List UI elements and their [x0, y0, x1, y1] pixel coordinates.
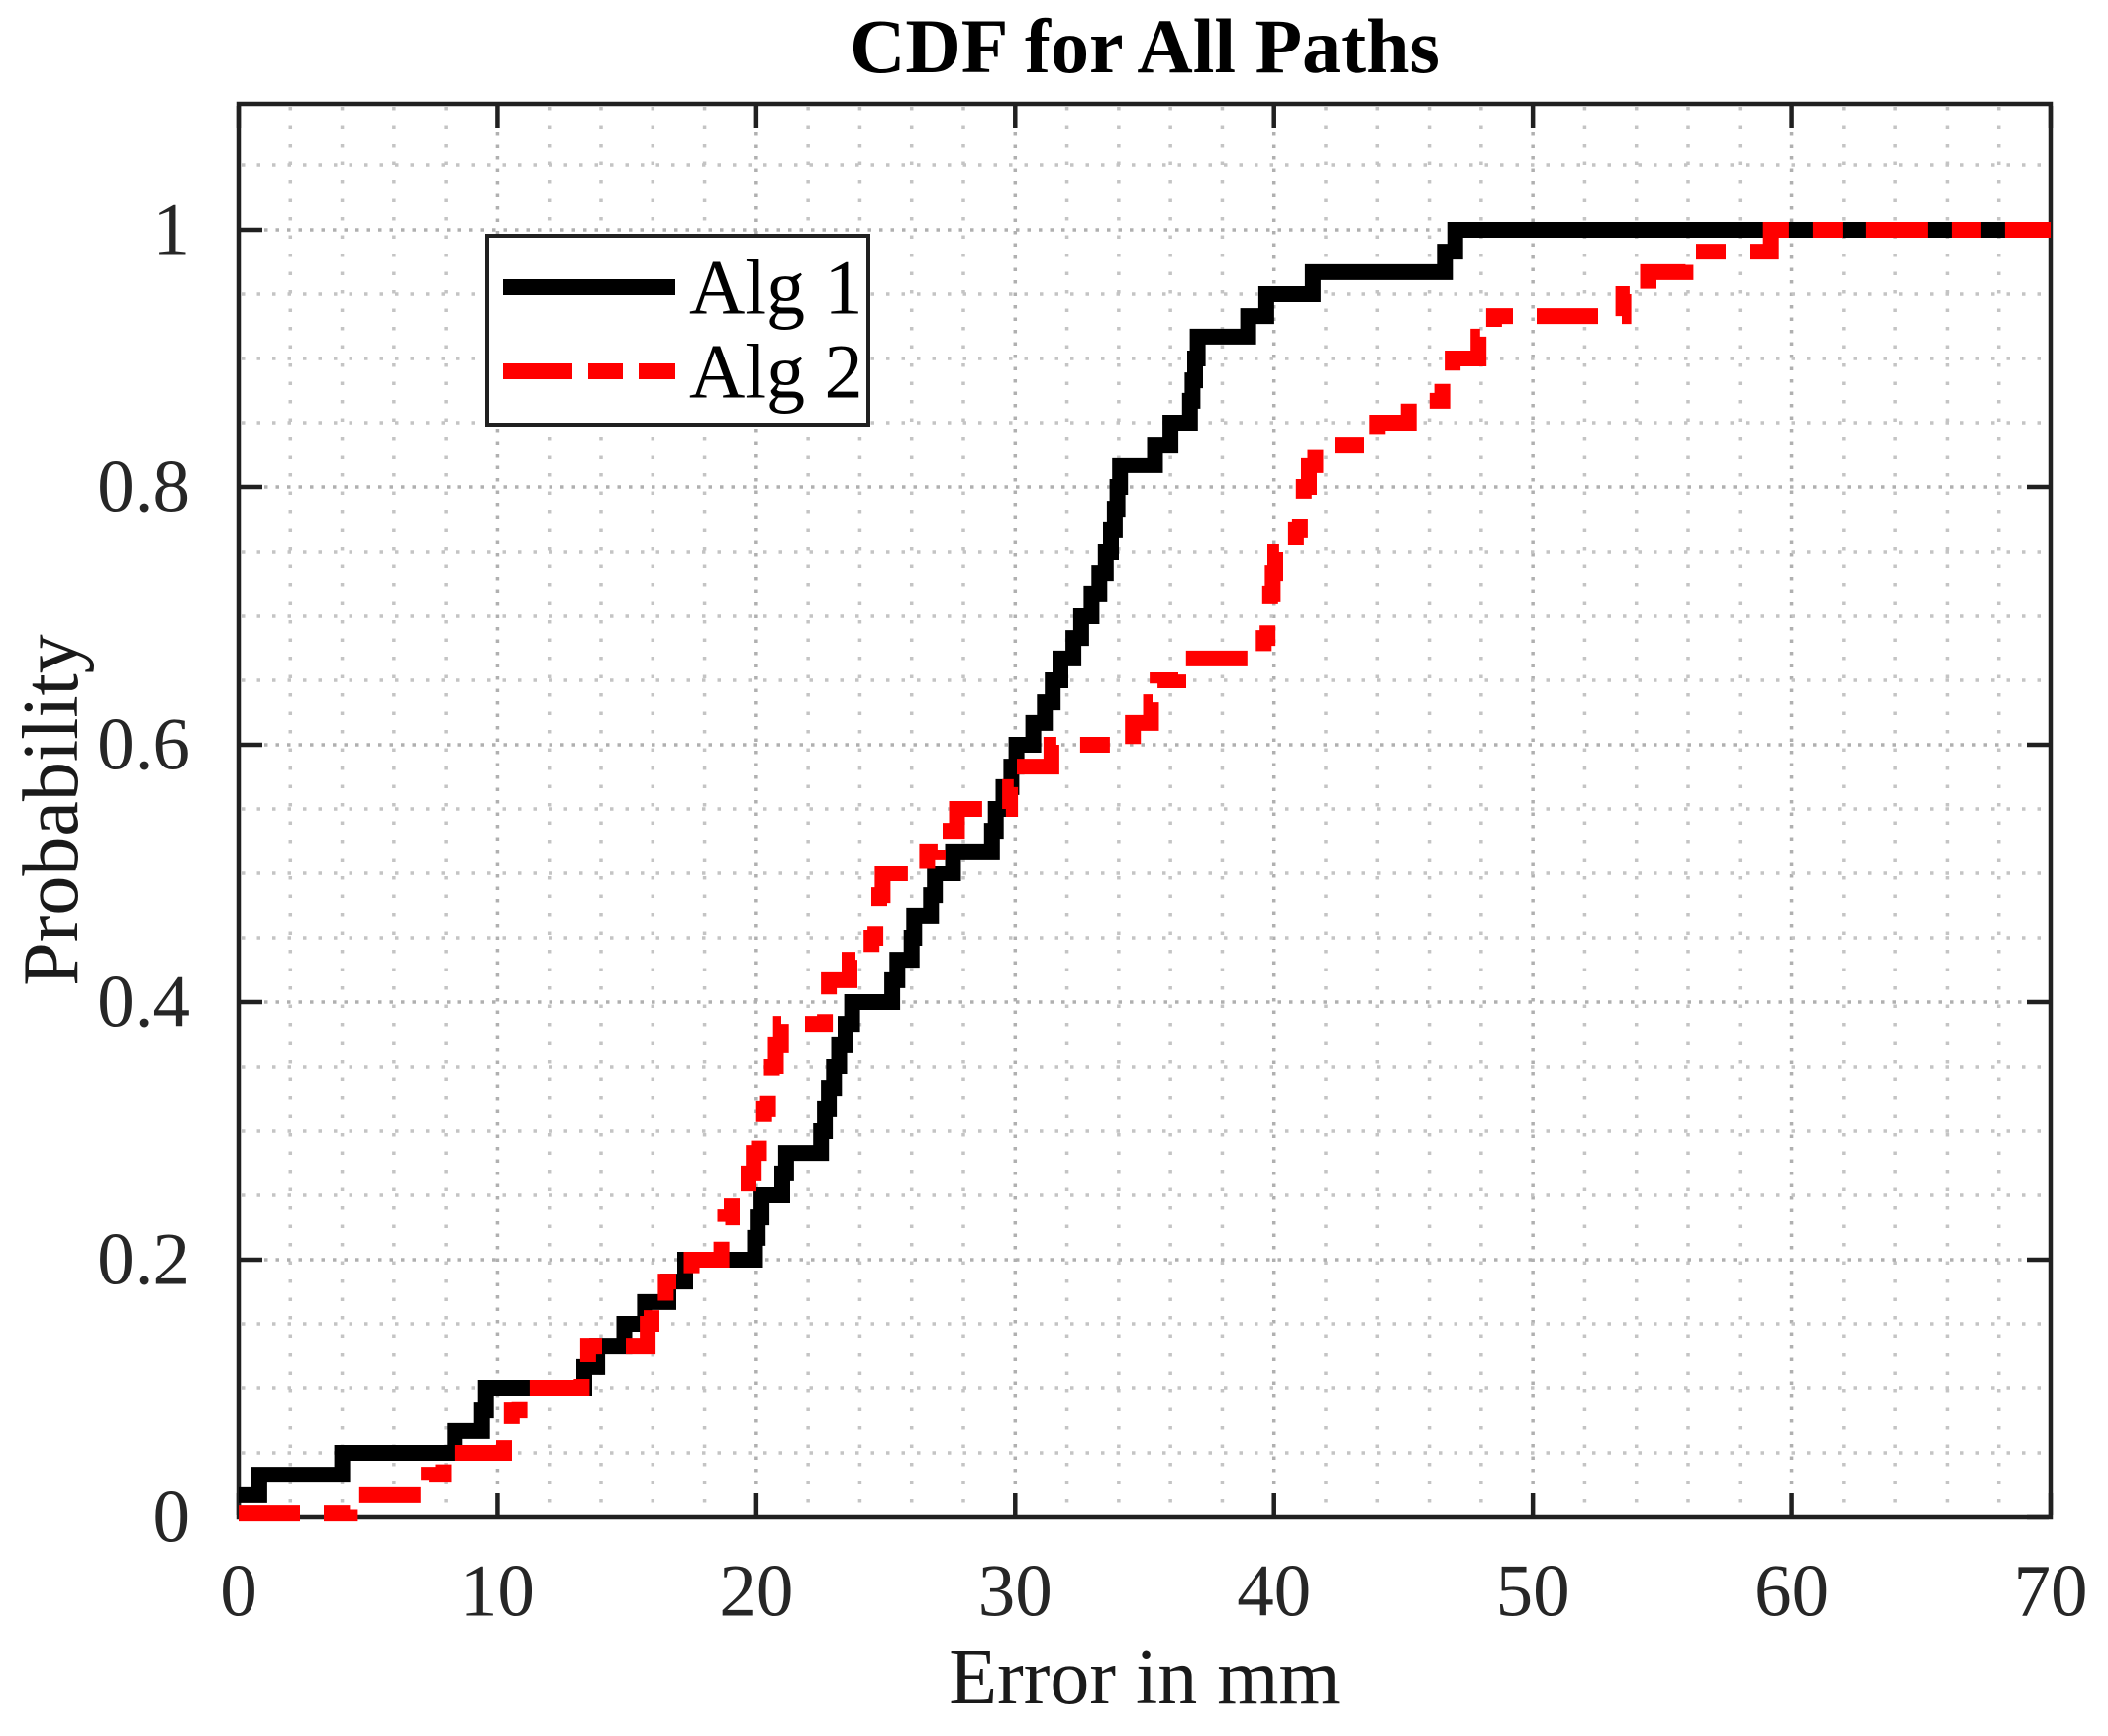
y-tick-label-0.6: 0.6 [97, 704, 190, 786]
x-tick-label-60: 60 [1755, 1551, 1829, 1633]
series-layer [239, 222, 2051, 1522]
y-axis-label: Probability [8, 634, 95, 986]
chart-title: CDF for All Paths [850, 3, 1440, 89]
x-tick-label-20: 20 [719, 1551, 793, 1633]
legend-label-alg1: Alg 1 [689, 245, 863, 331]
y-tick-label-0.2: 0.2 [97, 1219, 190, 1301]
x-tick-label-10: 10 [460, 1551, 535, 1633]
y-tick-label-1: 1 [153, 189, 191, 271]
legend: Alg 1 Alg 2 [485, 234, 870, 427]
y-tick-label-0: 0 [153, 1477, 191, 1559]
series-path-alg-2 [239, 222, 2051, 1522]
x-tick-label-30: 30 [978, 1551, 1053, 1633]
x-tick-label-40: 40 [1237, 1551, 1311, 1633]
legend-box [485, 234, 870, 427]
x-tick-label-50: 50 [1496, 1551, 1570, 1633]
x-tick-label-70: 70 [2014, 1551, 2088, 1633]
y-tick-label-0.8: 0.8 [97, 447, 190, 529]
plot-border [236, 101, 2054, 1520]
x-tick-label-0: 0 [220, 1551, 257, 1633]
tick-labels-layer: 0 10 20 30 40 50 60 70 0 0.2 0.4 0.6 0.8 1 [97, 189, 2087, 1633]
legend-label-alg2: Alg 2 [689, 329, 863, 415]
y-tick-label-0.4: 0.4 [97, 962, 190, 1044]
x-axis-label: Error in mm [949, 1634, 1340, 1721]
